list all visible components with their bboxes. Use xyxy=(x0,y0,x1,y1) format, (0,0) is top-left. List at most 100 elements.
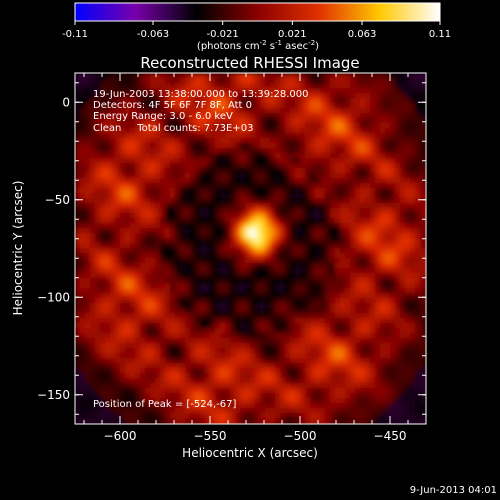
heatmap-cell xyxy=(395,293,401,299)
heatmap-cell xyxy=(220,253,226,259)
heatmap-cell xyxy=(290,278,296,284)
heatmap-cell xyxy=(110,108,116,114)
heatmap-cell xyxy=(300,218,306,224)
heatmap-cell xyxy=(215,173,221,179)
heatmap-cell xyxy=(150,373,156,379)
heatmap-cell xyxy=(125,283,131,289)
heatmap-cell xyxy=(400,408,406,414)
heatmap-cell xyxy=(155,318,161,324)
heatmap-cell xyxy=(130,298,136,304)
heatmap-cell xyxy=(260,113,266,119)
heatmap-cell xyxy=(180,128,186,134)
heatmap-cell xyxy=(90,323,96,329)
heatmap-cell xyxy=(355,388,361,394)
heatmap-cell xyxy=(290,343,296,349)
heatmap-cell xyxy=(235,218,241,224)
heatmap-cell xyxy=(110,238,116,244)
heatmap-cell xyxy=(230,288,236,294)
heatmap-cell xyxy=(375,258,381,264)
heatmap-cell xyxy=(270,258,276,264)
heatmap-cell xyxy=(320,168,326,174)
heatmap-cell xyxy=(270,248,276,254)
heatmap-cell xyxy=(255,178,261,184)
heatmap-cell xyxy=(105,303,111,309)
heatmap-cell xyxy=(205,133,211,139)
heatmap-cell xyxy=(220,388,226,394)
heatmap-cell xyxy=(255,73,261,79)
heatmap-cell xyxy=(165,83,171,89)
heatmap-cell xyxy=(185,393,191,399)
heatmap-cell xyxy=(115,343,121,349)
heatmap-cell xyxy=(140,113,146,119)
heatmap-cell xyxy=(105,108,111,114)
heatmap-cell xyxy=(410,233,416,239)
heatmap-cell xyxy=(375,233,381,239)
heatmap-cell xyxy=(275,183,281,189)
heatmap-cell xyxy=(280,138,286,144)
heatmap-cell xyxy=(215,228,221,234)
heatmap-cell xyxy=(180,358,186,364)
heatmap-cell xyxy=(175,228,181,234)
heatmap-cell xyxy=(135,373,141,379)
heatmap-cell xyxy=(385,348,391,354)
heatmap-cell xyxy=(335,193,341,199)
heatmap-cell xyxy=(175,333,181,339)
heatmap-cell xyxy=(245,178,251,184)
heatmap-cell xyxy=(200,238,206,244)
heatmap-cell xyxy=(265,413,271,419)
heatmap-cell xyxy=(355,408,361,414)
heatmap-cell xyxy=(180,393,186,399)
heatmap-cell xyxy=(155,273,161,279)
heatmap-cell xyxy=(280,263,286,269)
heatmap-cell xyxy=(325,78,331,84)
heatmap-cell xyxy=(155,358,161,364)
heatmap-cell xyxy=(300,313,306,319)
colorbar xyxy=(74,2,441,22)
heatmap-cell xyxy=(375,93,381,99)
heatmap-cell xyxy=(335,263,341,269)
heatmap-cell xyxy=(265,268,271,274)
heatmap-cell xyxy=(270,188,276,194)
heatmap-cell xyxy=(80,178,86,184)
heatmap-cell xyxy=(200,343,206,349)
heatmap-cell xyxy=(415,108,421,114)
heatmap-cell xyxy=(315,338,321,344)
heatmap-cell xyxy=(290,148,296,154)
heatmap-cell xyxy=(320,233,326,239)
heatmap-cell xyxy=(420,93,426,99)
heatmap-cell xyxy=(190,158,196,164)
heatmap-cell xyxy=(150,323,156,329)
heatmap-cell xyxy=(390,173,396,179)
heatmap-cell xyxy=(85,143,91,149)
heatmap-cell xyxy=(410,318,416,324)
heatmap-cell xyxy=(385,353,391,359)
heatmap-cell xyxy=(310,88,316,94)
heatmap-cell xyxy=(85,133,91,139)
heatmap-cell xyxy=(315,203,321,209)
heatmap-cell xyxy=(175,408,181,414)
heatmap-cell xyxy=(135,153,141,159)
heatmap-cell xyxy=(395,373,401,379)
heatmap-cell xyxy=(245,383,251,389)
heatmap-cell xyxy=(150,103,156,109)
heatmap-cell xyxy=(235,403,241,409)
heatmap-cell xyxy=(80,238,86,244)
heatmap-cell xyxy=(275,218,281,224)
heatmap-cell xyxy=(100,113,106,119)
heatmap-cell xyxy=(265,383,271,389)
heatmap-cell xyxy=(240,253,246,259)
heatmap-cell xyxy=(85,298,91,304)
heatmap-cell xyxy=(255,393,261,399)
heatmap-cell xyxy=(370,143,376,149)
heatmap-cell xyxy=(185,88,191,94)
heatmap-cell xyxy=(185,373,191,379)
heatmap-cell xyxy=(170,143,176,149)
heatmap-cell xyxy=(120,213,126,219)
heatmap-cell xyxy=(130,243,136,249)
heatmap-cell xyxy=(235,168,241,174)
heatmap-cell xyxy=(205,353,211,359)
heatmap-cell xyxy=(340,178,346,184)
heatmap-cell xyxy=(370,333,376,339)
heatmap-cell xyxy=(165,218,171,224)
heatmap-cell xyxy=(340,198,346,204)
